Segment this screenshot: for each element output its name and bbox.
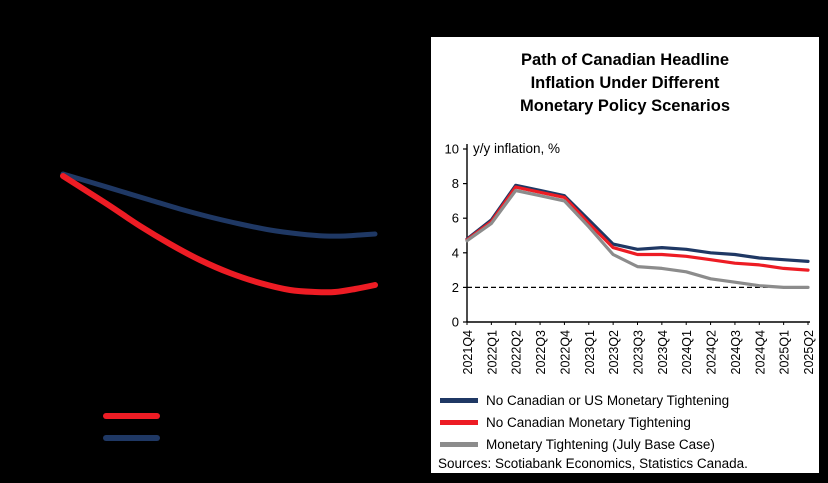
- series-line-0: [465, 183, 810, 263]
- left-chart-canvas: [60, 171, 378, 296]
- chart-title-line-2: Inflation Under Different: [530, 74, 720, 92]
- x-tick-label: 2025Q1: [778, 330, 792, 375]
- legend-label-no-canadian-or-us-tightening: No Canadian or US Monetary Tightening: [486, 392, 730, 408]
- chart-title-line-3: Monetary Policy Scenarios: [520, 97, 730, 115]
- legend-swatch-red: [440, 419, 478, 425]
- y-axis-label: y/y inflation, %: [473, 141, 561, 156]
- y-tick-label: 8: [452, 176, 459, 191]
- y-tick-label: 0: [452, 315, 459, 330]
- x-tick-label: 2023Q2: [607, 330, 621, 375]
- y-tick-label: 4: [452, 245, 459, 260]
- legend-label-monetary-tightening-base-case: Monetary Tightening (July Base Case): [486, 436, 715, 452]
- left-legend-navy-swatch: [103, 435, 160, 441]
- legend-item-monetary-tightening-base-case: Monetary Tightening (July Base Case): [440, 435, 715, 453]
- navy-scenario-curve: [60, 171, 378, 239]
- legend-label-no-canadian-tightening: No Canadian Monetary Tightening: [486, 414, 691, 430]
- series-line-1: [465, 185, 810, 272]
- legend-swatch-navy: [440, 397, 478, 403]
- x-tick-label: 2022Q1: [485, 330, 499, 375]
- inflation-chart-canvas: 0 2 4 6 8 10 2021Q4 2022Q1 2022Q2 2022Q3 2022Q4 202…: [445, 142, 816, 375]
- y-tick-label: 10: [445, 142, 459, 157]
- legend-item-no-canadian-tightening: No Canadian Monetary Tightening: [440, 413, 691, 431]
- y-tick-label: 6: [452, 211, 459, 226]
- sources-note: Sources: Scotiabank Economics, Statistic…: [438, 456, 748, 471]
- legend-swatch-gray: [440, 441, 478, 447]
- x-tick-label: 2022Q2: [510, 330, 524, 375]
- x-tick-label: 2024Q4: [753, 330, 767, 375]
- y-tick-label: 2: [452, 280, 459, 295]
- x-tick-label: 2024Q3: [729, 330, 743, 375]
- x-tick-label: 2025Q2: [802, 330, 816, 375]
- red-scenario-curve: [60, 173, 378, 296]
- legend-item-no-canadian-or-us-tightening: No Canadian or US Monetary Tightening: [440, 391, 729, 409]
- left-chart: [60, 171, 378, 441]
- chart-title-line-1: Path of Canadian Headline: [520, 51, 730, 69]
- x-tick-label: 2022Q3: [534, 330, 548, 375]
- x-tick-label: 2021Q4: [461, 330, 475, 375]
- x-tick-label: 2023Q4: [656, 330, 670, 375]
- inflation-chart-panel: 0 2 4 6 8 10 2021Q4 2022Q1 2022Q2 2022Q3 2022Q4 202…: [430, 36, 820, 474]
- x-tick-label: 2023Q1: [583, 330, 597, 375]
- x-tick-label: 2024Q1: [680, 330, 694, 375]
- x-tick-label: 2024Q2: [705, 330, 719, 375]
- x-tick-label: 2022Q4: [558, 330, 572, 375]
- series-line-2: [465, 188, 810, 289]
- x-tick-label: 2023Q3: [632, 330, 646, 375]
- chart-title: Path of Canadian Headline Inflation Unde…: [431, 49, 819, 118]
- left-legend-red-swatch: [103, 413, 160, 419]
